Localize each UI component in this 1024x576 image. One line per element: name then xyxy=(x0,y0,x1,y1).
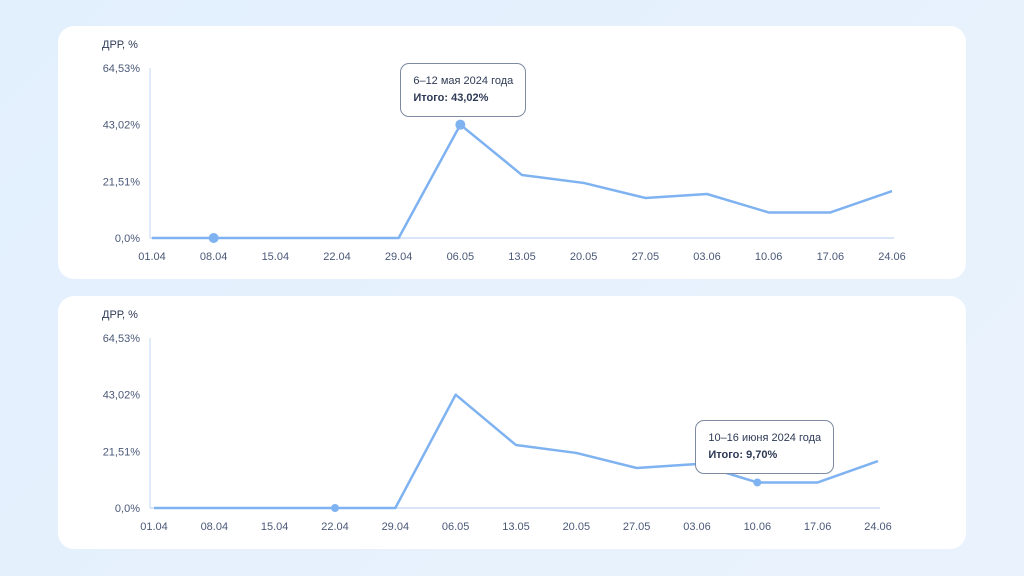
x-tick-label: 03.06 xyxy=(683,521,711,533)
tooltip: 6–12 мая 2024 года Итого: 43,02% xyxy=(400,62,527,117)
x-tick-label: 20.05 xyxy=(570,251,598,263)
x-tick-label: 01.04 xyxy=(140,521,168,533)
data-point[interactable] xyxy=(753,478,762,487)
x-tick-label: 10.06 xyxy=(755,251,783,263)
y-tick-label: 0,0% xyxy=(115,503,140,515)
x-tick-label: 10.06 xyxy=(744,521,772,533)
x-tick-label: 06.05 xyxy=(442,521,470,533)
y-axis-title: ДРР, % xyxy=(102,39,138,51)
x-tick-label: 22.04 xyxy=(321,521,349,533)
line-chart: ДРР, % 0,0% 21,51% 43,02% 64,53% 01.04 08.04 15… xyxy=(102,39,906,263)
tooltip-period: 10–16 июня 2024 года xyxy=(708,432,822,445)
y-tick-label: 21,51% xyxy=(103,176,141,188)
chart-card-2: ДРР, % 0,0% 21,51% 43,02% 64,53% 01.04 08.04 15… xyxy=(58,296,966,549)
tooltip-total: Итого: 9,70% xyxy=(708,449,778,462)
x-tick-label: 08.04 xyxy=(201,521,229,533)
data-point[interactable] xyxy=(208,233,219,243)
x-tick-label: 24.06 xyxy=(878,251,906,263)
x-tick-label: 15.04 xyxy=(261,521,289,533)
chart-card-1: ДРР, % 0,0% 21,51% 43,02% 64,53% 01.04 08.04 15… xyxy=(58,26,966,279)
line-chart: ДРР, % 0,0% 21,51% 43,02% 64,53% 01.04 08.04 15… xyxy=(102,309,892,533)
data-point[interactable] xyxy=(331,504,339,512)
y-tick-label: 64,53% xyxy=(103,333,141,345)
x-tick-label: 29.04 xyxy=(385,251,413,263)
x-tick-label: 27.05 xyxy=(632,251,660,263)
x-tick-label: 20.05 xyxy=(563,521,591,533)
tooltip-period: 6–12 мая 2024 года xyxy=(413,74,514,87)
y-axis-title: ДРР, % xyxy=(102,309,138,321)
x-tick-label: 15.04 xyxy=(262,251,290,263)
y-tick-label: 43,02% xyxy=(103,120,141,132)
x-tick-label: 06.05 xyxy=(447,251,475,263)
data-series-line xyxy=(152,123,893,240)
x-tick-label: 27.05 xyxy=(623,521,651,533)
y-tick-label: 43,02% xyxy=(103,390,141,402)
x-tick-label: 03.06 xyxy=(693,251,721,263)
x-tick-label: 17.06 xyxy=(804,521,832,533)
x-tick-label: 17.06 xyxy=(817,251,845,263)
y-tick-label: 64,53% xyxy=(103,63,141,75)
x-tick-label: 08.04 xyxy=(200,251,228,263)
x-tick-label: 22.04 xyxy=(323,251,351,263)
tooltip-total: Итого: 43,02% xyxy=(413,91,489,104)
x-tick-label: 29.04 xyxy=(382,521,410,533)
y-tick-label: 21,51% xyxy=(103,446,141,458)
x-tick-label: 01.04 xyxy=(138,251,166,263)
data-point[interactable] xyxy=(455,119,466,130)
x-tick-label: 24.06 xyxy=(864,521,892,533)
y-tick-label: 0,0% xyxy=(115,233,140,245)
x-tick-label: 13.05 xyxy=(508,251,536,263)
tooltip: 10–16 июня 2024 года Итого: 9,70% xyxy=(695,420,835,475)
x-tick-label: 13.05 xyxy=(502,521,530,533)
